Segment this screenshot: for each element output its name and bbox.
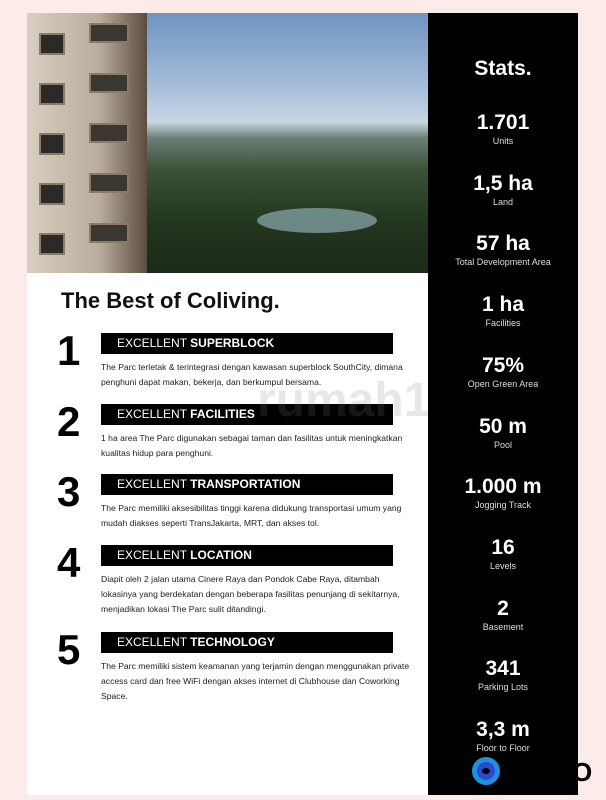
feature-prefix: EXCELLENT bbox=[117, 336, 187, 350]
stat-label: Levels bbox=[489, 560, 516, 571]
page-title: The Best of Coliving. bbox=[61, 288, 280, 313]
stat-value: 2 bbox=[497, 596, 509, 620]
feature-keyword: SUPERBLOCK bbox=[190, 336, 275, 350]
stat-value: 57 ha bbox=[476, 232, 530, 256]
feature-number: 3 bbox=[57, 468, 81, 515]
feature-description: Diapit oleh 2 jalan utama Cinere Raya da… bbox=[101, 574, 400, 614]
stat-item: 1.701 Units bbox=[428, 111, 578, 147]
stat-item: 1 ha Facilities bbox=[428, 293, 578, 329]
stat-item: 57 ha Total Development Area bbox=[428, 232, 578, 268]
feature-prefix: EXCELLENT bbox=[117, 635, 187, 649]
stat-value: 50 m bbox=[479, 414, 527, 438]
stat-label: Floor to Floor bbox=[476, 743, 530, 753]
feature-number: 4 bbox=[57, 539, 81, 586]
stat-item: 2 Basement bbox=[428, 597, 578, 633]
feature-heading: EXCELLENT FACILITIES bbox=[101, 404, 393, 425]
feature-number: 5 bbox=[57, 626, 81, 673]
stat-label: Total Development Area bbox=[455, 257, 551, 268]
stat-label: Units bbox=[492, 136, 514, 146]
stat-label: Pool bbox=[493, 439, 512, 450]
stat-label: Jogging Track bbox=[474, 500, 532, 511]
stat-label: Open Green Area bbox=[467, 378, 539, 389]
eye-logo-icon bbox=[472, 757, 500, 785]
feature-description: 1 ha area The Parc digunakan sebagai tam… bbox=[101, 433, 403, 458]
logo-letter: O bbox=[572, 757, 593, 787]
feature-heading: EXCELLENT TRANSPORTATION bbox=[101, 474, 393, 495]
feature-description: The Parc terletak & terintegrasi dengan … bbox=[101, 362, 403, 387]
stat-label: Land bbox=[492, 196, 514, 207]
stat-value: 1,5 ha bbox=[473, 171, 533, 195]
stat-value: 1.000 m bbox=[464, 475, 542, 499]
stat-label: Basement bbox=[482, 621, 524, 632]
stats-heading: Stats. bbox=[474, 57, 532, 80]
stat-value: 16 bbox=[491, 535, 515, 559]
feature-prefix: EXCELLENT bbox=[117, 548, 187, 562]
apartment-tower bbox=[27, 13, 147, 273]
brochure-page: The Best of Coliving. 1 EXCELLENT SUPERB… bbox=[27, 13, 578, 795]
feature-keyword: FACILITIES bbox=[190, 407, 255, 421]
stat-label: Parking Lots bbox=[477, 682, 529, 693]
feature-prefix: EXCELLENT bbox=[117, 477, 187, 491]
feature-keyword: TRANSPORTATION bbox=[190, 477, 301, 491]
pool-area bbox=[257, 208, 377, 233]
feature-heading: EXCELLENT TECHNOLOGY bbox=[101, 632, 393, 653]
stat-item: 50 m Pool bbox=[428, 415, 578, 451]
feature-number: 2 bbox=[57, 398, 81, 445]
building-photo bbox=[27, 13, 428, 273]
feature-description: The Parc memiliki sistem keamanan yang t… bbox=[101, 661, 410, 701]
feature-number: 1 bbox=[57, 327, 81, 374]
stat-item: 3,3 m Floor to Floor bbox=[428, 718, 578, 754]
stat-label: Facilities bbox=[485, 318, 521, 329]
stats-panel: Stats. 1.701 Units 1,5 ha Land 57 ha Total… bbox=[428, 13, 578, 795]
stat-item: 16 Levels bbox=[428, 536, 578, 572]
stat-value: 1 ha bbox=[481, 293, 525, 317]
feature-description: The Parc memiliki aksesibilitas tinggi k… bbox=[101, 503, 402, 528]
stat-value: 3,3 m bbox=[476, 718, 530, 741]
stat-item: 341 Parking Lots bbox=[428, 657, 578, 693]
feature-prefix: EXCELLENT bbox=[117, 407, 187, 421]
stat-value: 1.701 bbox=[476, 111, 530, 134]
stat-item: 1.000 m Jogging Track bbox=[428, 475, 578, 511]
stat-value: 75% bbox=[481, 353, 525, 377]
feature-heading: EXCELLENT SUPERBLOCK bbox=[101, 333, 393, 354]
stat-item: 75% Open Green Area bbox=[428, 354, 578, 390]
feature-keyword: TECHNOLOGY bbox=[190, 635, 275, 649]
stat-value: 341 bbox=[485, 657, 521, 681]
feature-keyword: LOCATION bbox=[190, 548, 252, 562]
feature-heading: EXCELLENT LOCATION bbox=[101, 545, 393, 566]
stat-item: 1,5 ha Land bbox=[428, 172, 578, 208]
